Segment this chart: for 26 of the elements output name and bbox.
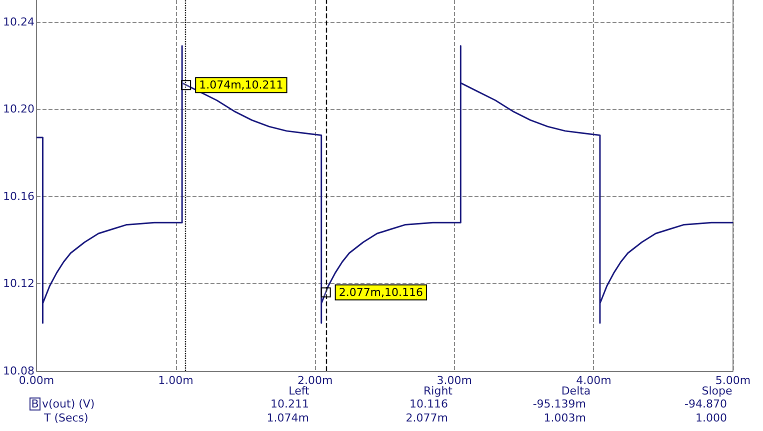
x-tick-label: 3.00m — [436, 374, 472, 387]
text: 1.074m — [266, 412, 309, 424]
text: Delta — [561, 384, 591, 398]
text: -95.139m — [532, 398, 586, 410]
annotation: 2.077m,10.116 — [338, 286, 424, 299]
text: Slope — [702, 384, 732, 398]
y-tick-label: 10.20 — [2, 102, 34, 116]
text: Left — [288, 384, 310, 398]
x-tick-label: 2.00m — [297, 374, 333, 387]
text: T (Secs) — [43, 412, 88, 424]
text: 10.116 — [410, 398, 448, 410]
text: -94.870 — [684, 398, 727, 410]
text: 1.000 — [696, 412, 727, 424]
y-tick-label: 10.12 — [2, 277, 34, 290]
text: 10.211 — [270, 398, 309, 410]
text: 2.077m — [406, 412, 448, 424]
text: v(out) (V) — [42, 398, 95, 410]
y-tick-label: 10.24 — [2, 15, 34, 28]
text: 1.003m — [544, 412, 586, 424]
x-tick-label: 4.00m — [576, 374, 612, 387]
text: B — [31, 398, 39, 410]
y-tick-label: 10.16 — [2, 190, 34, 203]
annotation: 1.074m,10.211 — [199, 78, 284, 92]
x-tick-label: 5.00m — [715, 374, 751, 387]
text: Right — [424, 384, 454, 398]
x-tick-label: 1.00m — [158, 374, 194, 387]
